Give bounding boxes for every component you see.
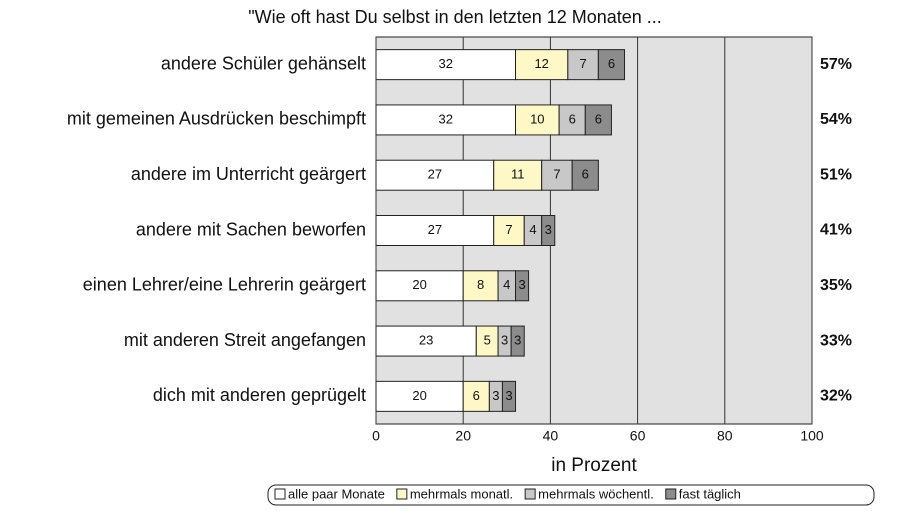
value-label: 6 bbox=[595, 111, 602, 126]
value-label: 4 bbox=[503, 277, 510, 292]
value-label: 3 bbox=[518, 277, 525, 292]
x-tick-label: 20 bbox=[455, 428, 471, 444]
bar-segment bbox=[375, 325, 477, 357]
category-label: einen Lehrer/eine Lehrerin geärgert bbox=[83, 275, 366, 295]
x-tick-label: 100 bbox=[800, 428, 824, 444]
bar-segment bbox=[567, 49, 599, 81]
value-label: 3 bbox=[501, 333, 508, 348]
bar-segment bbox=[375, 104, 517, 136]
bar-segment bbox=[515, 270, 530, 302]
category-label: mit anderen Streit angefangen bbox=[124, 330, 366, 350]
value-label: 3 bbox=[505, 388, 512, 403]
bar-segment bbox=[462, 270, 499, 302]
legend-label: mehrmals monatl. bbox=[410, 486, 513, 501]
bar-segment bbox=[541, 215, 556, 246]
total-label: 57% bbox=[820, 56, 852, 73]
value-label: 11 bbox=[511, 167, 525, 182]
x-tick-label: 40 bbox=[543, 428, 559, 444]
value-label: 8 bbox=[477, 277, 484, 292]
value-label: 20 bbox=[412, 277, 426, 292]
total-label: 51% bbox=[820, 166, 852, 183]
legend-label: mehrmals wöchentl. bbox=[538, 486, 654, 501]
value-label: 4 bbox=[529, 222, 536, 237]
legend-label: fast täglich bbox=[679, 486, 741, 501]
value-label: 7 bbox=[579, 56, 586, 71]
value-label: 6 bbox=[608, 56, 615, 71]
value-label: 32 bbox=[439, 111, 453, 126]
bar-segment bbox=[558, 104, 586, 136]
bar-segment bbox=[571, 159, 599, 191]
bar-segment bbox=[501, 380, 517, 412]
value-label: 3 bbox=[492, 388, 499, 403]
value-label: 10 bbox=[530, 111, 544, 126]
value-label: 3 bbox=[545, 222, 552, 237]
value-label: 27 bbox=[428, 222, 442, 237]
value-label: 6 bbox=[569, 111, 576, 126]
bar-segment bbox=[584, 104, 612, 136]
bar-segment bbox=[462, 380, 490, 412]
bar-segment bbox=[493, 159, 543, 191]
value-label: 23 bbox=[419, 333, 433, 348]
value-label: 20 bbox=[412, 388, 426, 403]
total-label: 35% bbox=[820, 277, 852, 294]
category-label: andere mit Sachen beworfen bbox=[136, 219, 366, 239]
legend-swatch bbox=[524, 488, 536, 500]
value-label: 6 bbox=[582, 167, 589, 182]
category-label: andere Schüler gehänselt bbox=[161, 53, 366, 73]
value-label: 12 bbox=[534, 56, 548, 71]
total-label: 54% bbox=[820, 111, 852, 128]
bar-segment bbox=[375, 215, 495, 246]
legend-swatch bbox=[396, 488, 408, 500]
bar-segment bbox=[515, 104, 560, 136]
category-label: mit gemeinen Ausdrücken beschimpft bbox=[67, 109, 366, 129]
value-label: 5 bbox=[484, 333, 491, 348]
total-label: 32% bbox=[820, 388, 852, 405]
value-label: 3 bbox=[514, 333, 521, 348]
bar-segment bbox=[375, 270, 464, 302]
bar-segment bbox=[597, 49, 626, 81]
legend-swatch bbox=[665, 488, 677, 500]
chart-title: "Wie oft hast Du selbst in den letzten 1… bbox=[248, 7, 662, 27]
x-tick-label: 80 bbox=[717, 428, 733, 444]
bar-segment bbox=[541, 159, 573, 191]
legend-swatch bbox=[274, 488, 286, 500]
x-tick-label: 60 bbox=[630, 428, 646, 444]
value-label: 27 bbox=[428, 167, 442, 182]
legend-box bbox=[267, 484, 875, 506]
total-label: 41% bbox=[820, 222, 852, 239]
bar-segment bbox=[375, 159, 495, 191]
category-label: dich mit anderen geprügelt bbox=[153, 385, 366, 405]
value-label: 7 bbox=[505, 222, 512, 237]
value-label: 32 bbox=[439, 56, 453, 71]
legend-label: alle paar Monate bbox=[288, 486, 385, 501]
bar-segment bbox=[510, 325, 525, 357]
x-tick-label: 0 bbox=[372, 428, 380, 444]
total-label: 33% bbox=[820, 332, 852, 349]
value-label: 6 bbox=[473, 388, 480, 403]
value-label: 7 bbox=[553, 167, 560, 182]
x-axis-label: in Prozent bbox=[551, 455, 637, 476]
category-label: andere im Unterricht geärgert bbox=[131, 164, 366, 184]
